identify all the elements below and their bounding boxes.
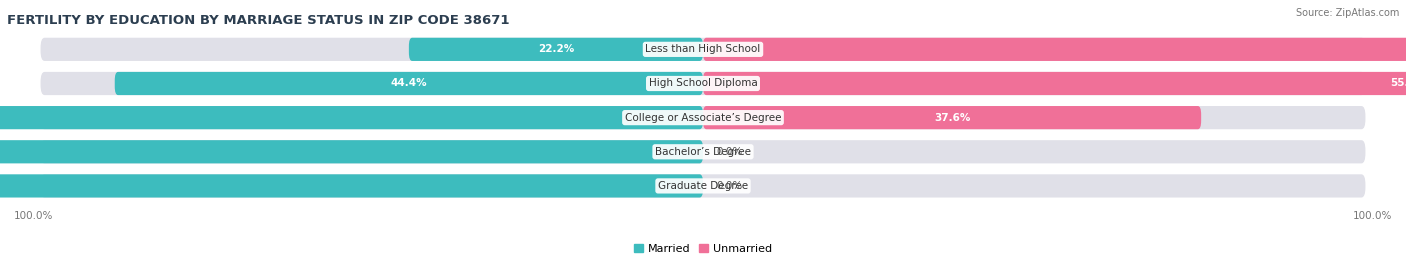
FancyBboxPatch shape xyxy=(41,72,1365,95)
FancyBboxPatch shape xyxy=(703,72,1406,95)
FancyBboxPatch shape xyxy=(115,72,703,95)
FancyBboxPatch shape xyxy=(409,38,703,61)
FancyBboxPatch shape xyxy=(0,174,703,197)
FancyBboxPatch shape xyxy=(41,140,1365,163)
FancyBboxPatch shape xyxy=(703,38,1406,61)
Legend: Married, Unmarried: Married, Unmarried xyxy=(634,244,772,254)
Text: 100.0%: 100.0% xyxy=(1353,211,1392,221)
Text: 22.2%: 22.2% xyxy=(538,44,574,54)
Text: Source: ZipAtlas.com: Source: ZipAtlas.com xyxy=(1295,8,1399,18)
Text: College or Associate’s Degree: College or Associate’s Degree xyxy=(624,113,782,123)
FancyBboxPatch shape xyxy=(0,106,703,129)
Text: Bachelor’s Degree: Bachelor’s Degree xyxy=(655,147,751,157)
Text: 37.6%: 37.6% xyxy=(934,113,970,123)
Text: 0.0%: 0.0% xyxy=(716,147,742,157)
FancyBboxPatch shape xyxy=(41,38,1365,61)
Text: FERTILITY BY EDUCATION BY MARRIAGE STATUS IN ZIP CODE 38671: FERTILITY BY EDUCATION BY MARRIAGE STATU… xyxy=(7,14,509,27)
Text: 55.6%: 55.6% xyxy=(1391,79,1406,89)
FancyBboxPatch shape xyxy=(41,106,1365,129)
Text: 0.0%: 0.0% xyxy=(716,181,742,191)
Text: Less than High School: Less than High School xyxy=(645,44,761,54)
FancyBboxPatch shape xyxy=(41,174,1365,197)
FancyBboxPatch shape xyxy=(703,106,1201,129)
Text: High School Diploma: High School Diploma xyxy=(648,79,758,89)
Text: 44.4%: 44.4% xyxy=(391,79,427,89)
FancyBboxPatch shape xyxy=(0,140,703,163)
Text: 100.0%: 100.0% xyxy=(14,211,53,221)
Text: Graduate Degree: Graduate Degree xyxy=(658,181,748,191)
